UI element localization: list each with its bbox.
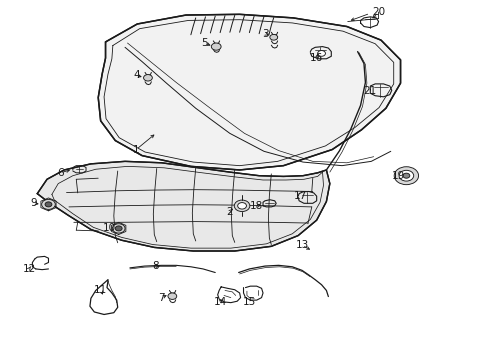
Text: 8: 8: [152, 261, 159, 271]
Text: 7: 7: [158, 293, 164, 303]
Circle shape: [211, 43, 221, 50]
Text: 15: 15: [242, 297, 256, 307]
Text: 2: 2: [226, 207, 233, 217]
Polygon shape: [37, 161, 329, 251]
Circle shape: [269, 35, 277, 40]
Circle shape: [237, 203, 246, 209]
Circle shape: [112, 224, 125, 233]
Text: 11: 11: [94, 285, 107, 296]
Text: 14: 14: [213, 297, 226, 307]
Circle shape: [167, 293, 176, 300]
Circle shape: [143, 75, 152, 81]
Text: 9: 9: [30, 198, 37, 208]
Text: 20: 20: [371, 7, 385, 17]
Text: 12: 12: [22, 264, 36, 274]
Circle shape: [402, 173, 409, 178]
Text: 17: 17: [293, 191, 306, 201]
Circle shape: [41, 199, 55, 210]
Circle shape: [234, 200, 249, 212]
Polygon shape: [98, 14, 400, 170]
Text: 6: 6: [57, 168, 63, 178]
Text: 21: 21: [363, 86, 376, 96]
Text: 4: 4: [133, 70, 139, 80]
Text: 19: 19: [391, 171, 404, 181]
Circle shape: [393, 167, 418, 185]
Circle shape: [115, 226, 122, 231]
Text: 10: 10: [102, 224, 115, 233]
Circle shape: [45, 202, 52, 207]
Circle shape: [317, 50, 325, 56]
Text: 13: 13: [295, 240, 308, 250]
Text: 18: 18: [249, 201, 263, 211]
Text: 1: 1: [133, 144, 139, 154]
Text: 5: 5: [201, 38, 207, 48]
Circle shape: [398, 170, 413, 181]
Text: 16: 16: [309, 53, 323, 63]
Text: 3: 3: [261, 29, 268, 39]
